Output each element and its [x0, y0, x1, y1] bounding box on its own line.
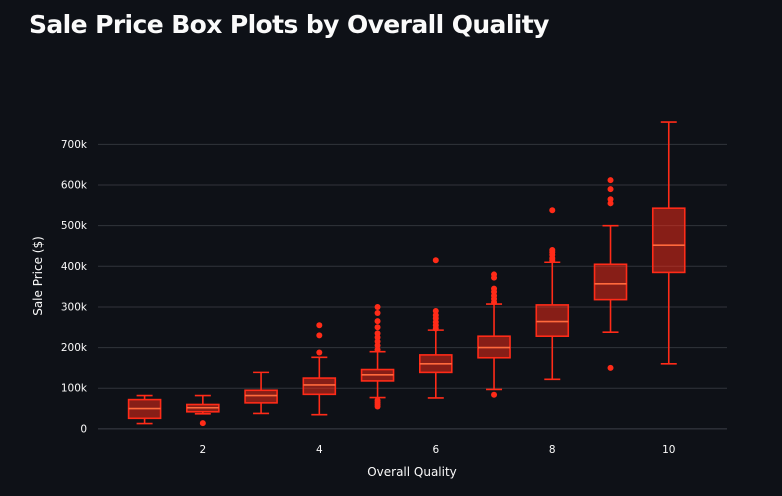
outlier-point[interactable] — [491, 391, 498, 398]
box-iqr[interactable] — [651, 207, 686, 274]
outlier-point[interactable] — [549, 207, 556, 214]
box-quality-7[interactable] — [477, 271, 511, 398]
y-tick-label: 0 — [80, 423, 87, 435]
outlier-point[interactable] — [374, 310, 381, 317]
box-series[interactable] — [127, 121, 686, 427]
outlier-point[interactable] — [607, 186, 614, 193]
page-title: Sale Price Box Plots by Overall Quality — [29, 10, 549, 39]
x-tick-label: 4 — [316, 444, 323, 456]
outlier-point[interactable] — [374, 397, 381, 404]
y-tick-label: 700k — [61, 139, 88, 151]
x-axis-title: Overall Quality — [367, 465, 457, 479]
outlier-point[interactable] — [374, 303, 381, 310]
box-quality-1[interactable] — [127, 394, 162, 425]
y-axis-ticks: 0 100k 200k 300k 400k 500k 600k 700k — [61, 139, 88, 435]
y-tick-label: 100k — [61, 383, 88, 395]
outlier-point[interactable] — [199, 420, 206, 427]
y-tick-label: 200k — [61, 342, 88, 354]
outlier-point[interactable] — [374, 324, 381, 331]
x-tick-label: 10 — [662, 444, 675, 456]
outlier-point[interactable] — [491, 285, 498, 292]
box-iqr[interactable] — [244, 389, 278, 404]
y-axis-title: Sale Price ($) — [31, 236, 45, 316]
box-quality-8[interactable] — [535, 207, 570, 381]
outlier-point[interactable] — [316, 332, 323, 339]
box-quality-10[interactable] — [651, 121, 686, 365]
x-tick-label: 6 — [432, 444, 439, 456]
outlier-point[interactable] — [432, 308, 439, 315]
outlier-point[interactable] — [432, 257, 439, 264]
box-iqr[interactable] — [302, 377, 337, 396]
outlier-point[interactable] — [607, 364, 614, 371]
y-tick-label: 400k — [61, 261, 88, 273]
box-quality-3[interactable] — [244, 371, 278, 415]
box-iqr[interactable] — [535, 304, 570, 338]
outlier-point[interactable] — [607, 196, 614, 203]
box-quality-5[interactable] — [360, 303, 395, 410]
grid-lines — [98, 143, 727, 430]
x-tick-label: 2 — [199, 444, 206, 456]
x-tick-label: 8 — [549, 444, 556, 456]
x-axis-ticks: 2 4 6 8 10 — [199, 444, 675, 456]
box-quality-2[interactable] — [186, 394, 220, 427]
box-quality-9[interactable] — [593, 177, 628, 371]
outlier-point[interactable] — [316, 349, 323, 356]
y-tick-label: 300k — [61, 301, 88, 313]
outlier-point[interactable] — [607, 177, 614, 184]
box-quality-4[interactable] — [302, 322, 337, 416]
outlier-point[interactable] — [549, 247, 556, 254]
box-iqr[interactable] — [593, 263, 628, 301]
y-tick-label: 600k — [61, 180, 88, 192]
box-quality-6[interactable] — [418, 257, 453, 399]
outlier-point[interactable] — [491, 271, 498, 278]
outlier-point[interactable] — [316, 322, 323, 329]
outlier-point[interactable] — [374, 318, 381, 325]
outlier-point[interactable] — [374, 330, 381, 337]
y-tick-label: 500k — [61, 220, 88, 232]
